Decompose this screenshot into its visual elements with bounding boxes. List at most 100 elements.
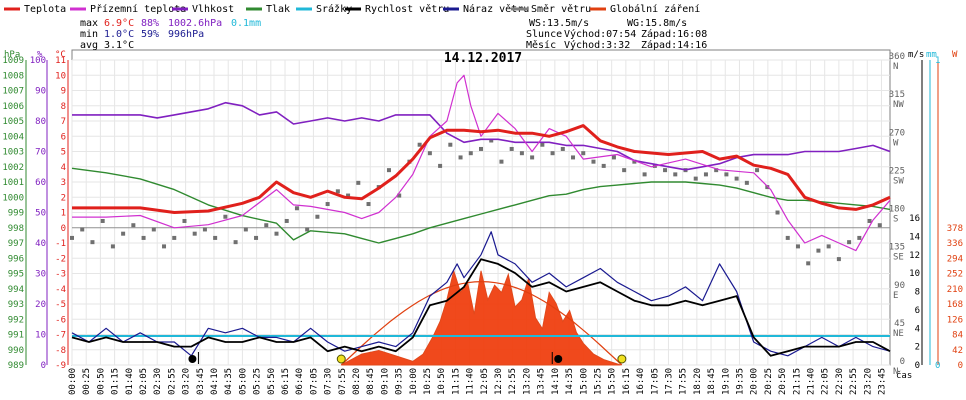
series-wind-direction-point [172, 235, 177, 240]
legend-label-5: Rychlost větru [365, 3, 449, 15]
series-wind-direction-point [213, 235, 218, 240]
series-wind-direction-point [100, 218, 105, 223]
time-tick-label: 05:25 [253, 368, 263, 395]
wind-tick-label: 4 [915, 324, 920, 334]
rad-tick-label: 336 [947, 239, 963, 249]
rain-tick-label: 0 [935, 361, 940, 371]
press-tick-label: 1009 [2, 56, 24, 66]
rad-tick-label: 294 [947, 254, 963, 264]
series-wind-direction-point [693, 176, 698, 181]
series-wind-direction-point [836, 257, 841, 262]
axis-unit-press: hPa [4, 50, 20, 60]
hum-tick-label: 10 [35, 331, 46, 341]
legend-label-7: Směr větru [531, 3, 591, 15]
time-tick-label: 07:05 [309, 368, 319, 395]
press-tick-label: 997 [8, 239, 24, 249]
temp-tick-label: 1 [61, 209, 66, 219]
series-wind-direction-point [591, 159, 596, 164]
series-ground-temperature [72, 74, 891, 252]
temp-tick-label: -1 [55, 239, 66, 249]
time-tick-label: 19:10 [721, 368, 731, 395]
series-wind-direction-point [571, 155, 576, 160]
dir-compass-label: N [893, 62, 898, 72]
time-tick-label: 23:45 [877, 368, 887, 395]
stat-max-hum: 88% [141, 18, 159, 29]
series-wind-direction-point [254, 235, 259, 240]
stat-max-label: max [80, 18, 98, 29]
series-wind-direction-point [550, 151, 555, 156]
series-wind-direction-point [162, 244, 167, 249]
dir-compass-label: W [893, 138, 899, 148]
press-tick-label: 989 [8, 361, 24, 371]
time-tick-label: 15:25 [593, 368, 603, 395]
time-tick-label: 10:50 [437, 368, 447, 395]
series-wind-direction-point [243, 227, 248, 232]
press-tick-label: 994 [8, 285, 24, 295]
series-wind-direction-point [110, 244, 115, 249]
series-wind-direction-point [325, 202, 330, 207]
series-wind-direction-point [151, 227, 156, 232]
series-radiation [341, 268, 621, 366]
stat-max-temp: 6.9°C [104, 18, 134, 29]
stat-sun-set: Západ:16:08 [641, 28, 707, 40]
time-tick-label: 03:45 [196, 368, 206, 395]
stat-avg-temp: 3.1°C [104, 40, 134, 51]
series-wind-direction-point [509, 146, 514, 151]
series-wind-direction-point [857, 235, 862, 240]
legend-label-1: Přízemní teplota [90, 3, 186, 15]
time-tick-label: 00:50 [96, 368, 106, 395]
dir-compass-label: NW [893, 100, 904, 110]
stat-sun-rise: Východ:07:54 [564, 28, 636, 40]
x-axis-label: čas [896, 370, 912, 381]
series-wind-speed [71, 258, 891, 357]
temp-tick-label: -2 [55, 254, 66, 264]
stat-ws: WS:13.5m/s [529, 18, 589, 29]
series-wind-direction-point [305, 227, 310, 232]
dir-compass-label: N [893, 367, 898, 377]
series-wind-direction-point [642, 172, 647, 177]
time-tick-label: 15:50 [608, 368, 618, 395]
press-tick-label: 1007 [2, 87, 24, 97]
wind-tick-label: 14 [909, 232, 920, 242]
dir-tick-label: 270 [889, 128, 905, 138]
stat-avg-label: avg [80, 40, 98, 51]
press-tick-label: 1004 [2, 132, 24, 142]
temp-tick-label: 8 [61, 102, 66, 112]
hum-tick-label: 90 [35, 87, 46, 97]
wind-tick-label: 2 [915, 343, 920, 353]
temp-tick-label: 3 [61, 178, 66, 188]
temp-tick-label: 11 [55, 56, 66, 66]
series-wind-direction-point [847, 240, 852, 245]
time-tick-label: 17:05 [650, 368, 660, 395]
legend-label-0: Teplota [24, 4, 66, 15]
grid [71, 59, 890, 366]
time-tick-label: 18:45 [707, 368, 717, 395]
stat-max-press: 1002.6hPa [168, 18, 222, 29]
time-tick-label: 02:05 [139, 368, 149, 395]
time-tick-label: 08:45 [366, 368, 376, 395]
series-wind-direction-point [826, 244, 831, 249]
time-tick-label: 16:40 [636, 368, 646, 395]
series-wind-direction-point [581, 151, 586, 156]
axis-unit-rad: W [952, 50, 958, 60]
wind-tick-label: 8 [915, 288, 920, 298]
dir-tick-label: 360 [889, 52, 905, 62]
series-wind-direction-point [867, 218, 872, 223]
time-tick-label: 07:30 [324, 368, 334, 395]
series-wind-direction-point [703, 172, 708, 177]
sunrise-marker [336, 354, 346, 364]
series-layer [70, 74, 891, 366]
stats-block: max 6.9°C 88% 1002.6hPa 0.1mm min 1.0°C … [80, 18, 707, 51]
series-wind-direction-point [499, 159, 504, 164]
series-wind-direction-point [755, 168, 760, 173]
series-wind-direction-point [202, 227, 207, 232]
series-wind-direction-point [284, 218, 289, 223]
stat-wg: WG:15.8m/s [627, 18, 687, 29]
stat-min-press: 996hPa [168, 29, 204, 40]
rad-tick-label: 0 [958, 361, 963, 371]
time-tick-label: 20:00 [750, 368, 760, 395]
temp-tick-label: 0 [61, 224, 66, 234]
time-tick-label: 05:50 [267, 368, 277, 395]
time-tick-label: 16:15 [622, 368, 632, 395]
time-tick-label: 20:50 [778, 368, 788, 395]
